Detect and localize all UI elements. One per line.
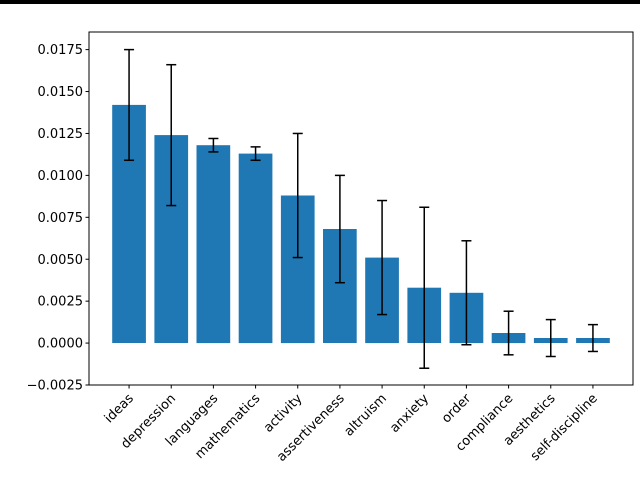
y-tick-label: 0.0125 xyxy=(38,127,84,142)
y-tick-label: 0.0150 xyxy=(38,85,84,100)
y-tick-label: −0.0025 xyxy=(27,379,83,394)
bar-mathematics xyxy=(238,153,273,344)
bar-languages xyxy=(196,145,231,344)
y-tick-label: 0.0075 xyxy=(38,211,84,226)
y-tick-label: 0.0000 xyxy=(38,337,84,352)
y-tick-label: 0.0050 xyxy=(38,253,84,268)
x-tick-label: ideas xyxy=(102,391,137,426)
top-border-rule xyxy=(0,0,640,4)
y-tick-label: 0.0100 xyxy=(38,169,84,184)
y-tick-label: 0.0025 xyxy=(38,295,84,310)
axes-frame xyxy=(88,31,634,386)
y-tick-label: 0.0175 xyxy=(38,43,84,58)
x-tick-label: order xyxy=(439,391,475,427)
x-tick-label: altruism xyxy=(342,391,390,439)
x-tick-label: anxiety xyxy=(387,391,432,436)
